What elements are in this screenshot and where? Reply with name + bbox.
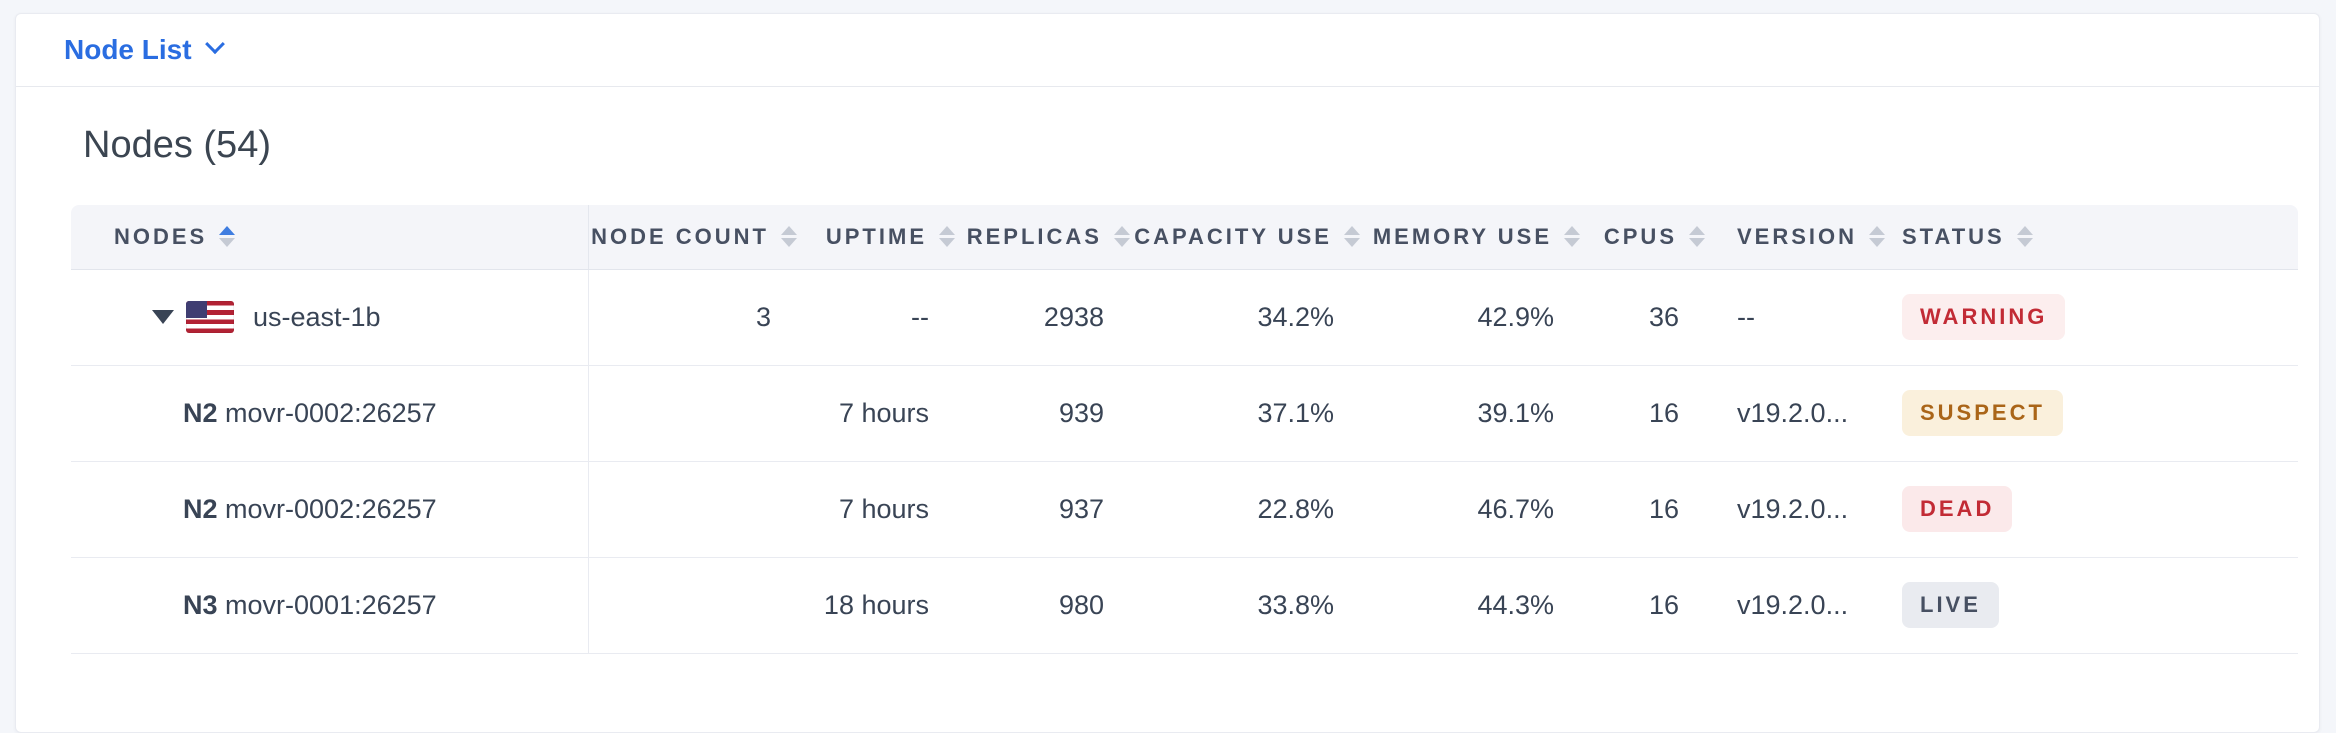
cell-capacity-use: 33.8% xyxy=(1146,557,1376,654)
cell-node-count: 3 xyxy=(588,269,813,366)
status-badge: LIVE xyxy=(1902,582,1999,628)
cell-status: SUSPECT xyxy=(1886,365,2298,462)
column-label: STATUS xyxy=(1902,223,2005,249)
status-badge: DEAD xyxy=(1902,486,2013,532)
cell-version: v19.2.0... xyxy=(1721,365,1886,462)
cell-replicas: 937 xyxy=(971,461,1146,558)
cell-memory-use: 46.7% xyxy=(1376,461,1596,558)
view-switcher-dropdown[interactable]: Node List xyxy=(64,34,225,66)
sort-icon xyxy=(219,226,236,248)
status-badge: WARNING xyxy=(1902,294,2066,340)
cell-capacity-use: 37.1% xyxy=(1146,365,1376,462)
cell-node-name: N2 movr-0002:26257 xyxy=(71,365,589,462)
cell-uptime: 18 hours xyxy=(813,557,971,654)
cell-node-name: N3 movr-0001:26257 xyxy=(71,557,589,654)
column-label: UPTIME xyxy=(825,223,927,249)
column-label: NODE COUNT xyxy=(591,223,769,249)
page: Node List Nodes (54) NODES xyxy=(15,13,2320,733)
cell-capacity-use: 34.2% xyxy=(1146,269,1376,366)
sort-icon xyxy=(1564,226,1580,248)
column-header-status[interactable]: STATUS xyxy=(1886,205,2298,270)
cell-version: v19.2.0... xyxy=(1721,557,1886,654)
column-label: REPLICAS xyxy=(966,223,1102,249)
sort-icon xyxy=(2016,226,2033,248)
sort-icon xyxy=(1869,226,1886,248)
node-address: movr-0001:26257 xyxy=(225,589,437,620)
cell-uptime: 7 hours xyxy=(813,365,971,462)
cell-capacity-use: 22.8% xyxy=(1146,461,1376,558)
cell-version: v19.2.0... xyxy=(1721,461,1886,558)
cell-cpus: 36 xyxy=(1596,269,1721,366)
sort-icon xyxy=(1114,226,1130,248)
column-label: CPUS xyxy=(1603,223,1677,249)
cell-cpus: 16 xyxy=(1596,461,1721,558)
column-header-nodes[interactable]: NODES xyxy=(71,205,589,270)
column-label: CAPACITY USE xyxy=(1134,223,1332,249)
cell-memory-use: 42.9% xyxy=(1376,269,1596,366)
cell-node-count xyxy=(588,365,813,462)
table-row-node[interactable]: N2 movr-0002:26257 7 hours 937 22.8% 46.… xyxy=(71,461,2298,558)
view-switcher-label: Node List xyxy=(64,34,192,65)
node-id: N2 xyxy=(183,493,218,524)
collapse-caret-icon[interactable] xyxy=(152,310,174,324)
column-header-capacity-use[interactable]: CAPACITY USE xyxy=(1134,205,1376,270)
column-label: VERSION xyxy=(1737,223,1858,249)
cell-node-count xyxy=(588,557,813,654)
cell-version: -- xyxy=(1721,269,1886,366)
column-header-node-count[interactable]: NODE COUNT xyxy=(588,205,813,270)
cell-cpus: 16 xyxy=(1596,557,1721,654)
cell-memory-use: 39.1% xyxy=(1376,365,1596,462)
nodes-table: NODES NODE COUNT UPTIME xyxy=(71,205,2298,654)
column-header-cpus[interactable]: CPUS xyxy=(1596,205,1721,270)
column-header-replicas[interactable]: REPLICAS xyxy=(967,205,1146,270)
cell-status: DEAD xyxy=(1886,461,2298,558)
sort-icon xyxy=(781,226,797,248)
cell-memory-use: 44.3% xyxy=(1376,557,1596,654)
cell-node-name: N2 movr-0002:26257 xyxy=(71,461,589,558)
column-label: NODES xyxy=(114,223,208,249)
table-row-region[interactable]: us-east-1b 3 -- 2938 34.2% 42.9% 36 -- W… xyxy=(71,269,2298,366)
cell-replicas: 939 xyxy=(971,365,1146,462)
cell-replicas: 980 xyxy=(971,557,1146,654)
column-label: MEMORY USE xyxy=(1372,223,1552,249)
chevron-down-icon xyxy=(204,34,225,55)
page-title: Nodes (54) xyxy=(83,124,271,166)
sort-icon xyxy=(1344,226,1360,248)
sort-icon xyxy=(939,226,955,248)
cell-cpus: 16 xyxy=(1596,365,1721,462)
node-list-card: Node List Nodes (54) NODES xyxy=(15,13,2320,733)
cell-status: WARNING xyxy=(1886,269,2298,366)
region-name: us-east-1b xyxy=(253,301,381,332)
cell-node-count xyxy=(588,461,813,558)
node-address: movr-0002:26257 xyxy=(225,493,437,524)
table-row-node[interactable]: N3 movr-0001:26257 18 hours 980 33.8% 44… xyxy=(71,557,2298,654)
table-row-node[interactable]: N2 movr-0002:26257 7 hours 939 37.1% 39.… xyxy=(71,365,2298,462)
node-id: N3 xyxy=(183,589,218,620)
sort-icon xyxy=(1689,226,1705,248)
cell-uptime: -- xyxy=(813,269,971,366)
node-id: N2 xyxy=(183,397,218,428)
cell-region-name: us-east-1b xyxy=(71,269,589,366)
node-address: movr-0002:26257 xyxy=(225,397,437,428)
cell-replicas: 2938 xyxy=(971,269,1146,366)
status-badge: SUSPECT xyxy=(1902,390,2063,436)
column-header-uptime[interactable]: UPTIME xyxy=(813,205,971,270)
cell-uptime: 7 hours xyxy=(813,461,971,558)
column-header-version[interactable]: VERSION xyxy=(1721,205,1886,270)
table-header-row: NODES NODE COUNT UPTIME xyxy=(71,205,2298,270)
card-header: Node List xyxy=(16,14,2319,87)
cell-status: LIVE xyxy=(1886,557,2298,654)
us-flag-icon xyxy=(186,301,234,333)
column-header-memory-use[interactable]: MEMORY USE xyxy=(1372,205,1596,270)
